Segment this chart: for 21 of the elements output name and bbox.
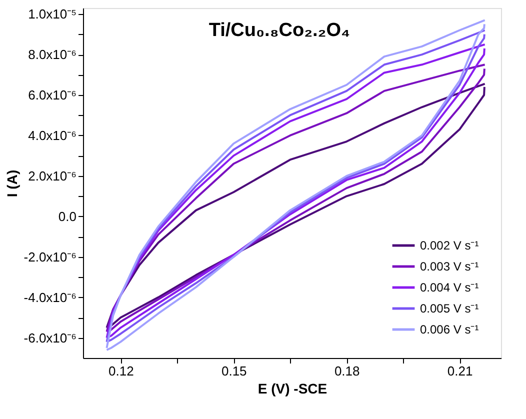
y-tick-label: 1.0x10⁻⁵: [28, 6, 76, 22]
text: Ti/Cu₀.₈Co₂.₂O₄: [208, 20, 350, 41]
y-tick-label: 8.0x10⁻⁶: [28, 47, 76, 62]
x-tick-label: 0.18: [334, 364, 360, 378]
legend-label: 0.003 V s⁻¹: [420, 260, 479, 274]
y-tick-label: -6.0x10⁻⁶: [24, 330, 76, 346]
y-tick-label: -4.0x10⁻⁶: [24, 290, 76, 305]
legend-label: 0.005 V s⁻¹: [420, 302, 479, 316]
y-tick-label: -2.0x10⁻⁶: [24, 249, 76, 264]
legend-label: 0.002 V s⁻¹: [420, 238, 479, 252]
y-tick-label: 0.0: [58, 208, 76, 224]
x-tick-label: 0.12: [108, 364, 134, 378]
y-tick-label: 4.0x10⁻⁶: [28, 128, 76, 143]
y-axis-title: I (A): [4, 170, 20, 198]
x-tick-label: 0.21: [447, 364, 473, 378]
y-tick-label: 2.0x10⁻⁶: [28, 168, 76, 184]
x-axis-title: E (V) -SCE: [258, 380, 328, 396]
legend-label: 0.004 V s⁻¹: [420, 280, 479, 294]
x-tick-label: 0.15: [221, 364, 247, 378]
legend-label: 0.006 V s⁻¹: [420, 322, 479, 336]
y-tick-label: 6.0x10⁻⁶: [28, 87, 76, 102]
